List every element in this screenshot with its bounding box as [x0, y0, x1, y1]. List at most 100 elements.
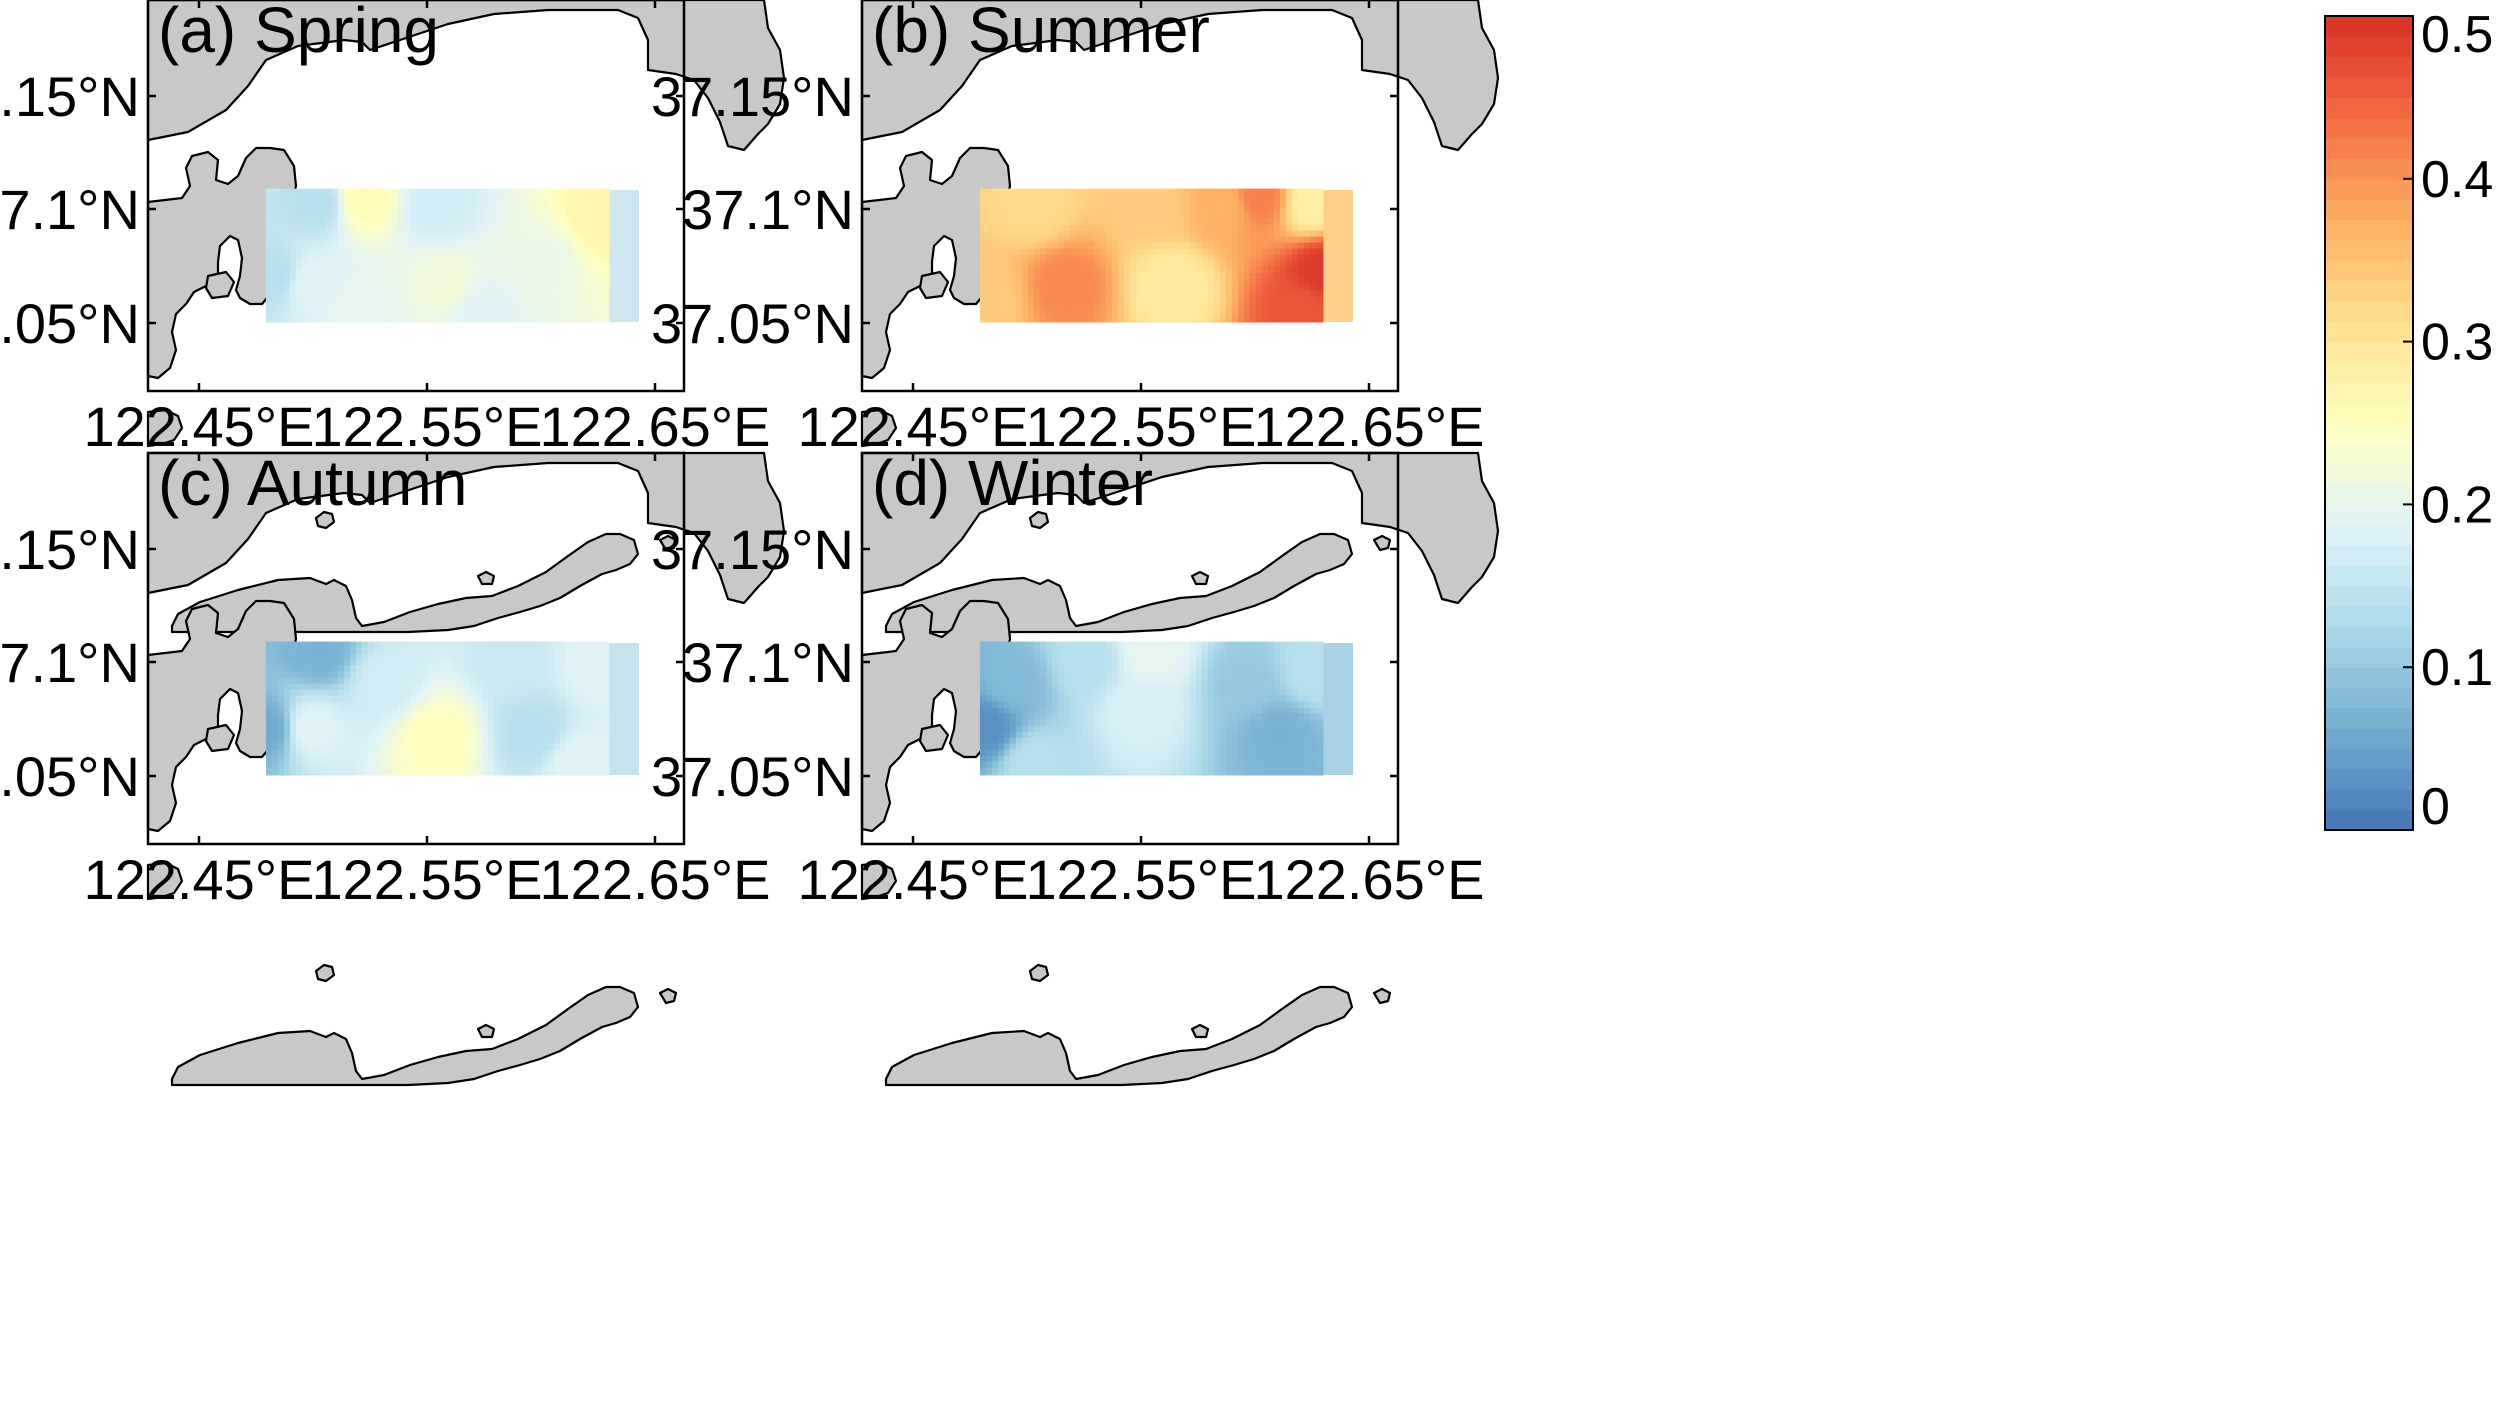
- heatmap-cell: [505, 659, 513, 667]
- heatmap-cell: [439, 719, 447, 727]
- heatmap-cell: [1285, 200, 1293, 208]
- heatmap-cell: [1207, 665, 1215, 673]
- heatmap-cell: [379, 683, 387, 691]
- heatmap-cell: [289, 266, 297, 274]
- heatmap-cell: [415, 647, 423, 655]
- heatmap-cell: [409, 206, 417, 214]
- heatmap-cell: [1297, 308, 1305, 316]
- heatmap-cell: [313, 188, 321, 196]
- heatmap-cell: [541, 284, 549, 292]
- heatmap-cell: [1081, 230, 1089, 238]
- heatmap-cell: [451, 665, 459, 673]
- heatmap-cell: [1015, 737, 1023, 745]
- heatmap-cell: [1105, 200, 1113, 208]
- heatmap-cell: [277, 194, 285, 202]
- heatmap-cell: [1195, 677, 1203, 685]
- heatmap-cell: [1321, 320, 1324, 323]
- heatmap-cell: [391, 707, 399, 715]
- heatmap-cell: [1321, 266, 1324, 274]
- heatmap-cell: [541, 743, 549, 751]
- heatmap-cell: [469, 308, 477, 316]
- heatmap-cell: [1231, 647, 1239, 655]
- heatmap-cell: [547, 302, 555, 310]
- heatmap-cell: [295, 647, 303, 655]
- heatmap-cell: [295, 767, 303, 775]
- heatmap-cell: [427, 749, 435, 757]
- heatmap-cell: [319, 713, 327, 721]
- heatmap-cell: [433, 302, 441, 310]
- heatmap-cell: [1303, 665, 1311, 673]
- heatmap-cell: [433, 671, 441, 679]
- heatmap-cell: [1231, 314, 1239, 322]
- heatmap-cell: [1147, 248, 1155, 256]
- heatmap-cell: [985, 230, 993, 238]
- heatmap-cell: [547, 665, 555, 673]
- heatmap-cell: [979, 206, 987, 214]
- heatmap-cell: [391, 767, 399, 775]
- heatmap-cell: [1183, 278, 1191, 286]
- heatmap-cell: [379, 647, 387, 655]
- heatmap-cell: [1147, 701, 1155, 709]
- heatmap-cell: [553, 767, 561, 775]
- heatmap-cell: [283, 665, 291, 673]
- y-tick-label: 37.05°N: [0, 745, 140, 808]
- heatmap-cell: [1081, 725, 1089, 733]
- heatmap-cell: [565, 248, 573, 256]
- heatmap-cell: [1207, 278, 1215, 286]
- heatmap-cell: [1033, 713, 1041, 721]
- heatmap-cell: [589, 725, 597, 733]
- heatmap-cell: [547, 755, 555, 763]
- heatmap-cell: [547, 296, 555, 304]
- heatmap-cell: [1189, 683, 1197, 691]
- heatmap-cell: [1201, 266, 1209, 274]
- heatmap-cell: [1321, 272, 1324, 280]
- x-tick-label: 122.65°E: [539, 848, 770, 911]
- heatmap-cell: [1039, 320, 1047, 323]
- heatmap-cell: [1183, 266, 1191, 274]
- heatmap-cell: [1303, 725, 1311, 733]
- heatmap-cell: [1135, 671, 1143, 679]
- heatmap-cell: [1273, 719, 1281, 727]
- heatmap-cell: [1309, 314, 1317, 322]
- heatmap-cell: [1051, 737, 1059, 745]
- heatmap-cell: [1039, 707, 1047, 715]
- heatmap-cell: [445, 665, 453, 673]
- heatmap-cell: [553, 755, 561, 763]
- heatmap-cell: [349, 665, 357, 673]
- heatmap-cell: [1213, 308, 1221, 316]
- heatmap-cell: [1195, 236, 1203, 244]
- heatmap-cell: [457, 695, 465, 703]
- heatmap-cell: [487, 707, 495, 715]
- heatmap-cell: [559, 302, 567, 310]
- heatmap-cell: [415, 218, 423, 226]
- heatmap-cell: [547, 749, 555, 757]
- heatmap-cell: [505, 236, 513, 244]
- heatmap-cell: [1129, 683, 1137, 691]
- heatmap-cell: [1087, 653, 1095, 661]
- heatmap-cell: [1129, 701, 1137, 709]
- heatmap-cell: [1159, 254, 1167, 262]
- heatmap-cell: [529, 224, 537, 232]
- heatmap-cell: [457, 230, 465, 238]
- heatmap-cell: [475, 188, 483, 196]
- heatmap-cell: [547, 278, 555, 286]
- heatmap-cell: [583, 308, 591, 316]
- heatmap-cell: [451, 773, 459, 776]
- heatmap-cell: [577, 266, 585, 274]
- heatmap-cell: [1303, 290, 1311, 298]
- heatmap-cell: [985, 188, 993, 196]
- heatmap-cell: [589, 266, 597, 274]
- heatmap-cell: [301, 302, 309, 310]
- heatmap-cell: [1225, 224, 1233, 232]
- heatmap-cell: [415, 266, 423, 274]
- heatmap-cell: [1129, 242, 1137, 250]
- heatmap-cell: [565, 296, 573, 304]
- heatmap-cell: [595, 659, 603, 667]
- heatmap-cell: [523, 218, 531, 226]
- heatmap-cell: [1165, 260, 1173, 268]
- heatmap-cell: [403, 731, 411, 739]
- heatmap-cell: [1087, 236, 1095, 244]
- heatmap-cell: [1117, 212, 1125, 220]
- heatmap-cell: [559, 320, 567, 323]
- heatmap-cell: [295, 266, 303, 274]
